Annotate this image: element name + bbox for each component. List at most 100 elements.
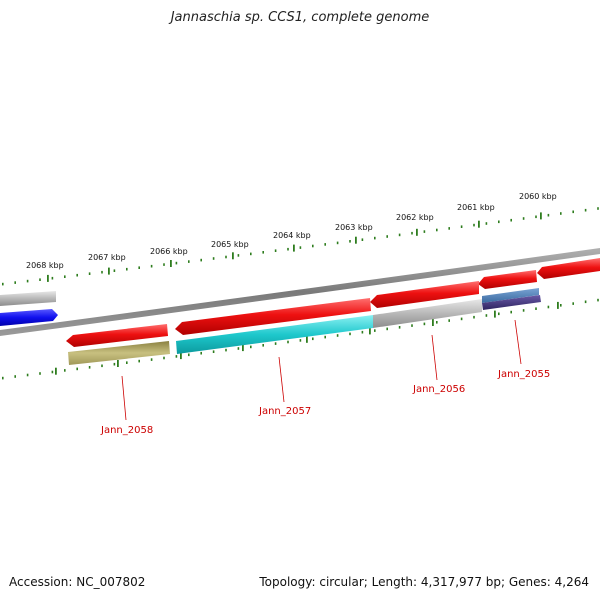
- outer-ruler-minor-tick: [312, 244, 314, 248]
- outer-ruler-minor-tick: [398, 233, 401, 237]
- cds-block-grey[interactable]: [373, 299, 482, 328]
- inner-ruler-minor-tick: [200, 351, 202, 355]
- inner-ruler-minor-tick: [2, 376, 4, 380]
- outer-ruler-minor-tick: [485, 222, 488, 225]
- outer-ruler-minor-tick: [374, 236, 376, 240]
- inner-ruler-minor-tick: [324, 335, 326, 339]
- outer-ruler-minor-tick: [113, 269, 116, 272]
- outer-ruler-minor-tick: [423, 230, 426, 233]
- cds-block-steel[interactable]: [482, 288, 539, 303]
- gene-arrow-red[interactable]: [478, 270, 537, 289]
- inner-ruler-minor-tick: [535, 307, 537, 310]
- inner-ruler-minor-tick: [374, 329, 376, 332]
- outer-ruler-minor-tick: [101, 270, 103, 274]
- outer-ruler-minor-tick: [150, 264, 153, 268]
- gene-arrow-jann-2057[interactable]: [175, 298, 371, 335]
- gene-label[interactable]: Jann_2058: [100, 425, 153, 436]
- accession-text: Accession: NC_007802: [9, 575, 146, 589]
- outer-ruler-minor-tick: [448, 227, 450, 230]
- inner-ruler-minor-tick: [498, 312, 500, 316]
- kbp-label: 2066 kbp: [150, 247, 188, 256]
- outer-ruler-major-tick: [293, 244, 295, 252]
- gene-label[interactable]: Jann_2057: [258, 406, 311, 417]
- kbp-label: 2065 kbp: [211, 240, 249, 249]
- kbp-label: 2060 kbp: [519, 192, 557, 201]
- kbp-label: 2061 kbp: [457, 203, 495, 212]
- outer-ruler-major-tick: [47, 274, 49, 282]
- outer-ruler-ticks: [2, 207, 599, 286]
- inner-ruler-minor-tick: [299, 339, 302, 342]
- inner-ruler-minor-tick: [423, 322, 426, 326]
- inner-ruler-major-tick: [557, 301, 559, 309]
- inner-ruler-minor-tick: [237, 347, 240, 350]
- inner-ruler-minor-tick: [411, 324, 413, 327]
- outer-ruler-minor-tick: [138, 266, 140, 269]
- outer-ruler-minor-tick: [535, 215, 537, 219]
- outer-ruler-major-tick: [170, 260, 172, 267]
- outer-ruler-minor-tick: [584, 208, 587, 212]
- inner-ruler-major-tick: [117, 360, 119, 367]
- outer-ruler-major-tick: [478, 220, 480, 228]
- outer-ruler-minor-tick: [597, 207, 599, 210]
- inner-ruler-minor-tick: [584, 300, 587, 304]
- gene-leader-line: [431, 334, 438, 381]
- genome-backbone: [0, 248, 600, 336]
- outer-ruler-minor-tick: [547, 213, 550, 217]
- gene-arrow-jann-2055-outer[interactable]: [537, 258, 600, 279]
- inner-ruler-minor-tick: [361, 330, 364, 334]
- inner-ruler-minor-tick: [225, 348, 227, 352]
- inner-ruler-minor-tick: [312, 337, 314, 341]
- inner-ruler-minor-tick: [26, 373, 29, 377]
- inner-ruler-minor-tick: [188, 353, 190, 357]
- gene-label[interactable]: Jann_2055: [497, 369, 550, 380]
- inner-ruler-minor-tick: [287, 340, 289, 344]
- cds-block-cyan[interactable]: [176, 315, 373, 354]
- outer-ruler-minor-tick: [250, 252, 252, 256]
- outer-ruler-minor-tick: [225, 255, 227, 259]
- gene-arrow-jann-2056[interactable]: [370, 281, 479, 308]
- cds-block-olive[interactable]: [68, 341, 170, 365]
- outer-ruler-minor-tick: [336, 241, 339, 245]
- outer-ruler-minor-tick: [411, 231, 413, 235]
- topology-text: Topology: circular; Length: 4,317,977 bp…: [259, 575, 589, 589]
- gene-blue-arrow[interactable]: [0, 309, 58, 326]
- inner-ruler-minor-tick: [76, 367, 78, 371]
- cds-block-purple[interactable]: [482, 295, 541, 310]
- inner-ruler-minor-tick: [336, 334, 339, 337]
- inner-ruler-minor-tick: [522, 309, 525, 312]
- outer-ruler-minor-tick: [436, 228, 438, 232]
- inner-ruler-minor-tick: [398, 326, 401, 329]
- outer-ruler-minor-tick: [163, 263, 165, 266]
- outer-ruler-major-tick: [108, 267, 110, 275]
- inner-ruler-minor-tick: [88, 366, 91, 369]
- outer-ruler-minor-tick: [510, 218, 512, 222]
- outer-ruler-minor-tick: [361, 238, 364, 241]
- inner-ruler-minor-tick: [113, 362, 116, 366]
- outer-ruler-major-tick: [416, 228, 418, 236]
- gene-leader-line: [121, 375, 127, 421]
- outer-ruler-minor-tick: [299, 246, 302, 249]
- inner-ruler-minor-tick: [175, 355, 178, 358]
- outer-ruler-minor-tick: [212, 257, 215, 260]
- inner-ruler-major-tick: [432, 319, 434, 326]
- gene-leader-line: [514, 319, 522, 365]
- outer-ruler-major-tick: [355, 236, 357, 244]
- inner-ruler-minor-tick: [14, 375, 16, 378]
- outer-ruler-minor-tick: [560, 212, 562, 215]
- gene-arrow-jann-2058[interactable]: [66, 324, 168, 347]
- inner-ruler-minor-tick: [274, 342, 277, 345]
- inner-ruler-major-tick: [369, 327, 371, 335]
- inner-ruler-major-tick: [494, 310, 496, 318]
- gene-label[interactable]: Jann_2056: [412, 384, 465, 395]
- inner-ruler-minor-tick: [39, 372, 41, 375]
- inner-ruler-ticks: [2, 298, 599, 380]
- outer-ruler-minor-tick: [498, 220, 500, 224]
- inner-ruler-minor-tick: [547, 305, 550, 309]
- inner-ruler-minor-tick: [473, 315, 475, 319]
- outer-ruler-minor-tick: [473, 223, 475, 227]
- outer-ruler-minor-tick: [386, 235, 388, 238]
- gene-grey-outer[interactable]: [0, 291, 56, 306]
- outer-ruler-minor-tick: [237, 254, 240, 257]
- outer-ruler-minor-tick: [522, 217, 525, 220]
- kbp-label: 2067 kbp: [88, 253, 126, 262]
